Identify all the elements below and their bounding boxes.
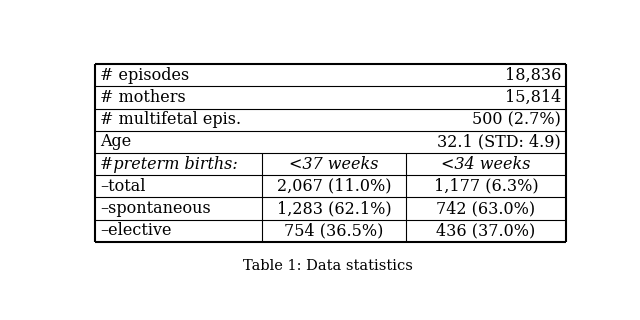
Text: 15,814: 15,814	[505, 89, 561, 106]
Text: –elective: –elective	[100, 222, 172, 239]
Text: –spontaneous: –spontaneous	[100, 200, 211, 217]
Text: # multifetal epis.: # multifetal epis.	[100, 111, 241, 128]
Text: # episodes: # episodes	[100, 67, 189, 84]
Text: # mothers: # mothers	[100, 89, 186, 106]
Text: 32.1 (STD: 4.9): 32.1 (STD: 4.9)	[437, 133, 561, 150]
Text: Table 1: Data statistics: Table 1: Data statistics	[243, 259, 413, 273]
Text: –total: –total	[100, 178, 145, 195]
Text: <37 weeks: <37 weeks	[289, 156, 379, 172]
Text: 1,283 (62.1%): 1,283 (62.1%)	[276, 200, 391, 217]
Text: 2,067 (11.0%): 2,067 (11.0%)	[276, 178, 391, 195]
Text: #preterm births:: #preterm births:	[100, 156, 237, 172]
Text: 18,836: 18,836	[505, 67, 561, 84]
Text: 500 (2.7%): 500 (2.7%)	[472, 111, 561, 128]
Text: 754 (36.5%): 754 (36.5%)	[284, 222, 384, 239]
Text: Age: Age	[100, 133, 131, 150]
Text: 742 (63.0%): 742 (63.0%)	[436, 200, 536, 217]
Text: 436 (37.0%): 436 (37.0%)	[436, 222, 536, 239]
Text: <34 weeks: <34 weeks	[441, 156, 531, 172]
Text: 1,177 (6.3%): 1,177 (6.3%)	[434, 178, 538, 195]
